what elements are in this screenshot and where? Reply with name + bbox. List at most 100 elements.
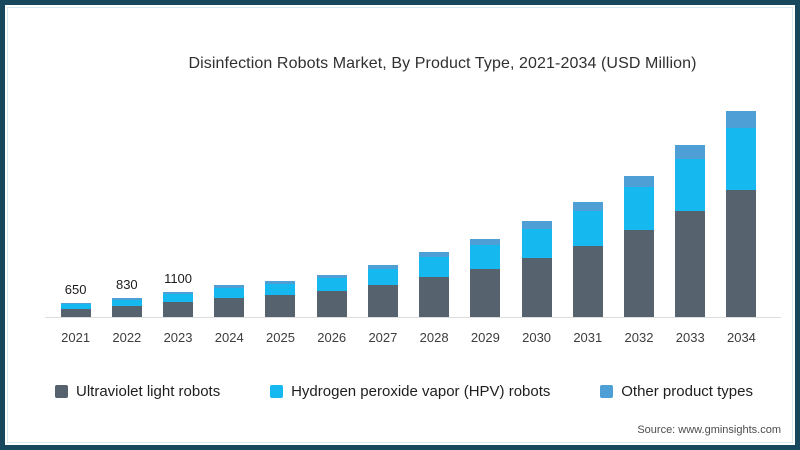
bar-segment — [163, 302, 194, 318]
bar-segment — [521, 221, 552, 229]
stacked-bar-2025 — [265, 281, 296, 318]
x-tick-label: 2021 — [61, 330, 91, 345]
bar-segment — [214, 288, 245, 298]
x-tick-label: 2031 — [573, 330, 603, 345]
bar-segment — [111, 298, 142, 300]
bar-slot — [306, 275, 357, 318]
x-tick-label: 2022 — [112, 330, 142, 345]
bar-segment — [470, 269, 501, 318]
stacked-bar-2022 — [111, 298, 142, 318]
source-note: Source: www.gminsights.com — [637, 424, 781, 436]
bars-row: 650 830 1100 — [50, 106, 767, 318]
bar-segment — [111, 300, 142, 306]
stacked-bar-2033 — [675, 145, 706, 318]
stacked-bar-2023 — [163, 292, 194, 318]
bar-slot — [460, 239, 511, 318]
bar-segment — [521, 229, 552, 258]
bar-segment — [316, 278, 347, 291]
legend-swatch-hpv-icon — [270, 385, 284, 398]
bar-segment — [60, 304, 91, 309]
bar-segment — [470, 245, 501, 269]
stacked-bar-2034 — [726, 111, 757, 318]
bar-segment — [163, 294, 194, 302]
bar-segment — [419, 277, 450, 318]
bar-segment — [521, 258, 552, 318]
legend-label-other: Other product types — [621, 383, 753, 400]
x-axis-labels: 2021 2022 2023 2024 2025 2026 2027 2028 2029 2030… — [50, 330, 767, 345]
bar-slot — [255, 281, 306, 318]
bar-slot — [357, 265, 408, 318]
bar-segment — [572, 246, 603, 318]
x-tick-label: 2023 — [163, 330, 193, 345]
bar-segment — [265, 295, 296, 318]
bar-slot: 830 — [101, 277, 152, 318]
bar-segment — [60, 303, 91, 304]
bar-segment — [367, 269, 398, 285]
bar-segment — [111, 306, 142, 318]
stacked-bar-2027 — [367, 265, 398, 318]
bar-segment — [726, 111, 757, 128]
legend-item-other: Other product types — [600, 383, 753, 400]
bar-slot — [511, 221, 562, 318]
bar-total-label: 650 — [64, 282, 87, 297]
bar-slot: 1100 — [152, 271, 203, 318]
x-tick-label: 2032 — [624, 330, 654, 345]
x-tick-label: 2033 — [675, 330, 705, 345]
bar-slot — [409, 252, 460, 318]
plot-area: 650 830 1100 — [50, 106, 767, 318]
legend-swatch-other-icon — [600, 385, 614, 398]
bar-segment — [419, 252, 450, 257]
x-tick-label: 2024 — [214, 330, 244, 345]
bar-segment — [726, 190, 757, 318]
legend-item-hpv: Hydrogen peroxide vapor (HPV) robots — [270, 383, 550, 400]
stacked-bar-2031 — [572, 202, 603, 318]
bar-segment — [163, 292, 194, 294]
bar-segment — [726, 128, 757, 190]
bar-segment — [470, 239, 501, 245]
bar-segment — [214, 298, 245, 318]
bar-segment — [265, 284, 296, 295]
stacked-bar-2032 — [624, 176, 655, 318]
bar-slot — [716, 111, 767, 318]
bar-segment — [316, 275, 347, 278]
bar-total-label: 1100 — [164, 271, 193, 286]
bar-segment — [675, 159, 706, 211]
x-tick-label: 2026 — [317, 330, 347, 345]
bar-slot — [562, 202, 613, 318]
bar-segment — [419, 257, 450, 277]
bar-total-label: 830 — [115, 277, 138, 292]
x-tick-label: 2030 — [522, 330, 552, 345]
bar-segment — [265, 281, 296, 284]
x-tick-label: 2025 — [266, 330, 295, 345]
x-tick-label: 2034 — [726, 330, 756, 345]
legend-label-hpv: Hydrogen peroxide vapor (HPV) robots — [291, 383, 551, 400]
bar-segment — [675, 211, 706, 318]
bar-segment — [367, 285, 398, 318]
legend-item-ultraviolet: Ultraviolet light robots — [55, 383, 220, 400]
bar-segment — [572, 211, 603, 246]
bar-slot: 650 — [50, 282, 101, 318]
bar-segment — [572, 202, 603, 211]
bar-segment — [624, 187, 655, 230]
bar-segment — [624, 230, 655, 318]
stacked-bar-2029 — [470, 239, 501, 318]
bar-segment — [367, 265, 398, 269]
bar-slot — [613, 176, 664, 318]
legend-swatch-ultraviolet-icon — [55, 385, 68, 398]
stacked-bar-2028 — [419, 252, 450, 318]
stacked-bar-2021 — [60, 303, 91, 318]
x-tick-label: 2027 — [368, 330, 398, 345]
stacked-bar-2026 — [316, 275, 347, 318]
x-axis-line — [45, 317, 781, 318]
bar-segment — [675, 145, 706, 159]
legend-label-ultraviolet: Ultraviolet light robots — [76, 383, 221, 400]
bar-slot — [665, 145, 716, 318]
bar-segment — [214, 285, 245, 288]
chart-title: Disinfection Robots Market, By Product T… — [188, 55, 697, 72]
stacked-bar-2024 — [214, 285, 245, 318]
bar-segment — [60, 309, 91, 318]
bar-slot — [204, 285, 255, 318]
x-tick-label: 2029 — [470, 330, 500, 345]
bar-segment — [316, 291, 347, 318]
